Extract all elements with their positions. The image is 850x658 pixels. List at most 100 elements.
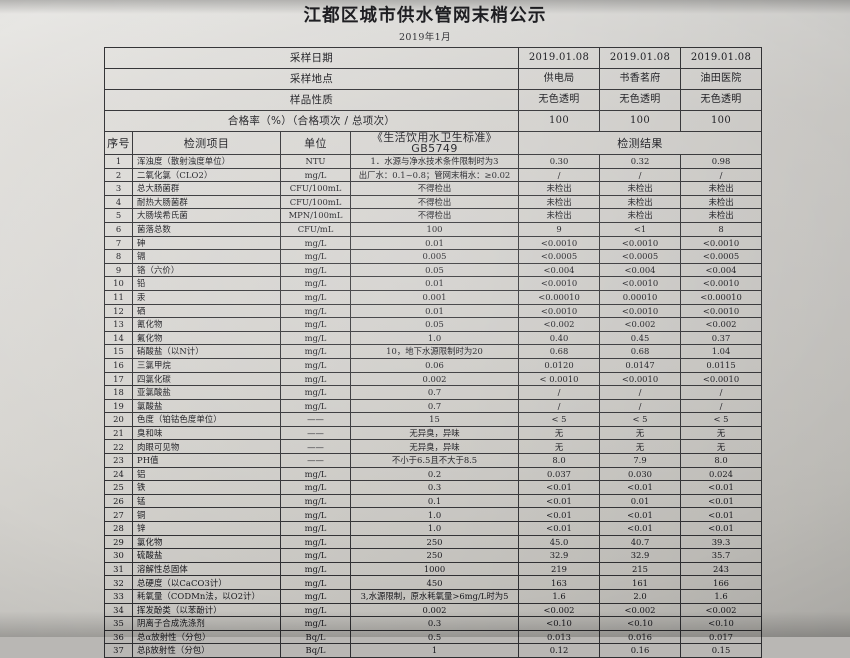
table-row: 30 硫酸盐 mg/L 250 32.9 32.9 35.7 xyxy=(104,548,763,563)
row-result-value: <0.0010 xyxy=(599,303,682,319)
row-item-name: 铁 xyxy=(132,480,281,495)
row-index: 9 xyxy=(104,262,133,278)
row-unit: mg/L xyxy=(280,575,351,590)
row-result-value: <0.00010 xyxy=(680,289,763,305)
row-unit: MPN/100mL xyxy=(280,208,351,223)
row-item-name: 砷 xyxy=(132,235,281,251)
row-standard: 0.5 xyxy=(349,629,520,645)
water-quality-table: 采样日期 2019.01.08 2019.01.08 2019.01.08 采样地点 供电… xyxy=(103,47,763,658)
row-result-value: 无 xyxy=(680,425,763,441)
row-unit: mg/L xyxy=(280,602,351,618)
header-row-label: 采样日期 xyxy=(103,47,520,69)
row-standard: 0.01 xyxy=(349,303,520,319)
row-standard: 0.002 xyxy=(349,602,520,618)
row-result-value: / xyxy=(518,398,601,414)
row-result-value: 无 xyxy=(518,439,601,455)
row-standard: 1 xyxy=(349,643,520,658)
row-result-value: 0.030 xyxy=(599,466,682,482)
row-item-name: 菌落总数 xyxy=(132,221,281,237)
row-result-value: 1.6 xyxy=(518,589,601,604)
row-result-value: 35.7 xyxy=(680,548,763,563)
row-result-value: <0.01 xyxy=(518,480,601,495)
row-standard: 不小于6.5且不大于8.5 xyxy=(349,453,520,468)
row-result-value: <0.0010 xyxy=(599,235,682,251)
row-standard: 250 xyxy=(349,548,520,563)
row-index: 37 xyxy=(104,643,133,658)
row-item-name: 总硬度（以CaCO3计） xyxy=(132,575,281,590)
row-result-value: 0.98 xyxy=(680,154,763,169)
row-unit: mg/L xyxy=(280,344,351,359)
row-result-value: 未检出 xyxy=(518,208,601,223)
row-index: 31 xyxy=(104,561,133,577)
row-result-value: 0.16 xyxy=(599,643,682,658)
row-index: 4 xyxy=(104,194,133,210)
row-result-value: 8.0 xyxy=(518,453,601,468)
row-unit: mg/L xyxy=(280,249,351,264)
table-row: 3 总大肠菌群 CFU/100mL 不得检出 未检出 未检出 未检出 xyxy=(104,181,763,196)
row-index: 32 xyxy=(104,575,133,590)
row-result-value: 166 xyxy=(680,575,763,590)
row-index: 20 xyxy=(104,412,133,427)
row-result-value: <0.004 xyxy=(518,262,601,278)
row-result-value: 0.0147 xyxy=(599,357,682,373)
row-unit: NTU xyxy=(280,154,351,169)
row-unit: mg/L xyxy=(280,330,351,346)
row-result-value: 0.40 xyxy=(518,330,601,346)
header-row: 采样地点 供电局 书香茗府 油田医院 xyxy=(103,68,763,90)
row-result-value: <0.01 xyxy=(680,493,763,509)
column-header-row: 序号 检测项目 单位 《生活饮用水卫生标准》 GB5749 检测结果 xyxy=(104,131,763,155)
header-row-value: 2019.01.08 xyxy=(680,47,763,69)
row-index: 28 xyxy=(104,521,133,536)
table-row: 14 氟化物 mg/L 1.0 0.40 0.45 0.37 xyxy=(104,330,763,346)
header-row-value: 无色透明 xyxy=(680,89,763,111)
row-unit: —— xyxy=(280,439,351,455)
row-result-value: 0.30 xyxy=(518,154,601,169)
row-standard: 无异臭，异味 xyxy=(349,425,520,441)
row-standard: 0.3 xyxy=(349,616,520,631)
row-standard: 0.002 xyxy=(349,371,520,387)
row-standard: 出厂水：0.1~0.8；管网末梢水：≥0.02 xyxy=(349,167,520,183)
row-index: 14 xyxy=(104,330,133,346)
table-row: 5 大肠埃希氏菌 MPN/100mL 不得检出 未检出 未检出 未检出 xyxy=(104,208,763,223)
row-index: 11 xyxy=(104,289,133,305)
row-result-value: <0.0010 xyxy=(518,235,601,251)
row-result-value: 163 xyxy=(518,575,601,590)
row-result-value: 0.013 xyxy=(518,629,601,645)
row-unit: mg/L xyxy=(280,276,351,291)
row-result-value: <0.0005 xyxy=(680,249,763,264)
row-item-name: 铜 xyxy=(132,507,281,523)
table-row: 34 挥发酚类（以苯酚计） mg/L 0.002 <0.002 <0.002 <0.002 xyxy=(104,602,763,618)
table-row: 15 硝酸盐（以N计） mg/L 10，地下水源限制时为20 0.68 0.68 1.04 xyxy=(104,344,763,359)
row-unit: mg/L xyxy=(280,521,351,536)
row-result-value: <0.0010 xyxy=(680,303,763,319)
row-standard: 1．水源与净水技术条件限制时为3 xyxy=(349,154,520,169)
table-row: 35 阴离子合成洗涤剂 mg/L 0.3 <0.10 <0.10 <0.10 xyxy=(104,616,763,631)
row-item-name: 溶解性总固体 xyxy=(132,561,281,577)
row-result-value: <0.0005 xyxy=(599,249,682,264)
row-unit: CFU/mL xyxy=(280,221,351,237)
row-result-value: 0.37 xyxy=(680,330,763,346)
row-result-value: / xyxy=(680,167,763,183)
row-item-name: 肉眼可见物 xyxy=(132,439,281,455)
row-index: 12 xyxy=(104,303,133,319)
row-index: 10 xyxy=(104,276,133,291)
row-unit: Bq/L xyxy=(280,643,351,658)
row-index: 13 xyxy=(104,317,133,332)
row-standard: 0.01 xyxy=(349,235,520,251)
table-row: 37 总β放射性（分包） Bq/L 1 0.12 0.16 0.15 xyxy=(104,643,763,658)
row-result-value: 0.68 xyxy=(518,344,601,359)
row-item-name: 总α放射性（分包） xyxy=(132,629,281,645)
row-index: 22 xyxy=(104,439,133,455)
row-result-value: 未检出 xyxy=(518,181,601,196)
row-result-value: 2.0 xyxy=(599,589,682,604)
row-index: 21 xyxy=(104,425,133,441)
row-index: 30 xyxy=(104,548,133,563)
row-unit: mg/L xyxy=(280,317,351,332)
table-row: 9 铬（六价） mg/L 0.05 <0.004 <0.004 <0.004 xyxy=(104,262,763,278)
row-result-value: <0.10 xyxy=(680,616,763,631)
row-result-value: 32.9 xyxy=(518,548,601,563)
header-row-value: 2019.01.08 xyxy=(599,47,682,69)
row-unit: mg/L xyxy=(280,561,351,577)
row-index: 23 xyxy=(104,453,133,468)
row-index: 16 xyxy=(104,357,133,373)
